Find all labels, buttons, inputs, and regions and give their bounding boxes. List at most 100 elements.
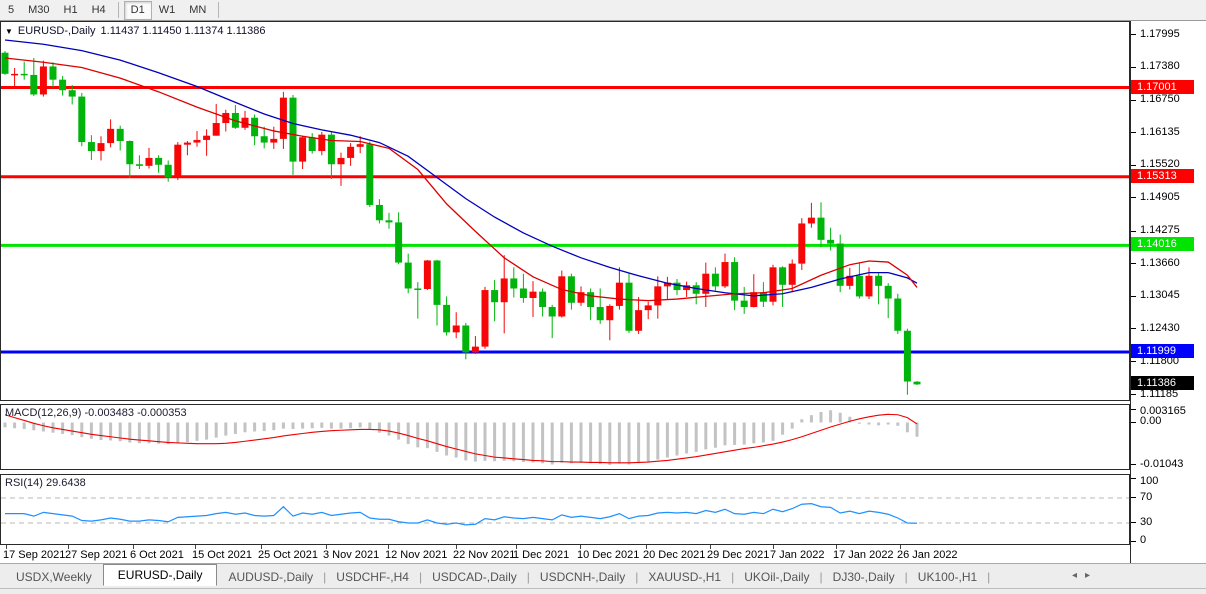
candle	[894, 293, 902, 334]
macd-tick-label: 0.003165	[1140, 405, 1186, 417]
candlestick-chart[interactable]	[1, 22, 1129, 400]
chart-tab-usdcnh-[interactable]: USDCNH-,Daily	[539, 570, 626, 584]
axis-separator	[1130, 21, 1131, 563]
candle	[481, 286, 489, 349]
candle	[347, 143, 355, 166]
candle	[635, 296, 643, 334]
macd-histogram-bar	[483, 422, 487, 461]
chart-tab-eurusd-[interactable]: EURUSD-,Daily	[102, 564, 218, 586]
macd-histogram-bar	[761, 422, 765, 443]
candle	[644, 301, 652, 320]
chart-tab-dj30-[interactable]: DJ30-,Daily	[832, 570, 895, 584]
chart-symbol-period: EURUSD-,Daily	[17, 25, 96, 37]
timeframe-button-w1[interactable]: W1	[158, 3, 176, 16]
candle	[385, 212, 393, 229]
candle-body	[260, 136, 268, 143]
macd-histogram-bar	[41, 422, 45, 432]
date-tick-mark	[195, 545, 196, 549]
candle	[558, 270, 566, 318]
macd-histogram-bar	[915, 422, 919, 437]
candle-body	[279, 97, 287, 139]
timeframe-button-mn[interactable]: MN	[189, 3, 207, 16]
candle-body	[145, 157, 153, 166]
candle-body	[404, 262, 412, 289]
macd-histogram-bar	[473, 422, 477, 462]
candle	[615, 267, 623, 310]
tab-scroll-left-icon[interactable]: ◂	[1072, 570, 1086, 581]
timeframe-button-h1[interactable]: H1	[63, 3, 78, 16]
date-label: 12 Nov 2021	[385, 549, 448, 561]
candle	[836, 234, 844, 293]
rsi-chart[interactable]	[1, 475, 1129, 544]
candle-body	[39, 66, 47, 95]
macd-histogram-bar	[521, 422, 525, 463]
chart-tab-audusd-[interactable]: AUDUSD-,Daily	[228, 570, 314, 584]
macd-histogram-bar	[80, 422, 84, 438]
candle	[548, 304, 556, 339]
price-tick-label: 1.16135	[1140, 125, 1180, 138]
chart-tab-usdx[interactable]: USDX,Weekly	[16, 570, 92, 584]
macd-histogram-bar	[617, 422, 621, 464]
candle-body	[615, 282, 623, 306]
macd-histogram-bar	[233, 422, 237, 434]
chart-tab-usdcad-[interactable]: USDCAD-,Daily	[432, 570, 517, 584]
candle-body	[846, 275, 854, 286]
candle	[625, 272, 633, 333]
candle	[49, 62, 57, 88]
macd-histogram-bar	[243, 422, 247, 433]
candle-body	[587, 292, 595, 307]
timeframe-button-d1[interactable]: D1	[123, 0, 152, 20]
tab-separator: |	[418, 570, 423, 584]
price-tick-label: 1.14905	[1140, 190, 1180, 203]
price-tick-label: 1.11185	[1140, 387, 1179, 400]
chart-tab-xauusd-[interactable]: XAUUSD-,H1	[648, 570, 722, 584]
macd-histogram-bar	[445, 422, 449, 456]
chart-tab-uk100-[interactable]: UK100-,H1	[917, 570, 978, 584]
tab-separator: |	[819, 570, 823, 584]
macd-histogram-bar	[800, 419, 804, 423]
candle	[155, 155, 163, 173]
macd-histogram-bar	[61, 422, 65, 434]
candle	[692, 282, 700, 305]
price-tick-mark	[1131, 99, 1136, 101]
candle-body	[1, 52, 9, 74]
candle-body	[87, 142, 95, 152]
macd-histogram-bar	[416, 422, 420, 448]
rsi-tick-mark	[1131, 478, 1136, 480]
macd-histogram-bar	[147, 422, 151, 444]
macd-histogram-bar	[22, 422, 26, 430]
macd-histogram-bar	[214, 422, 218, 438]
candle-body	[366, 144, 374, 205]
candle	[318, 132, 326, 156]
chart-tab-usdchf-[interactable]: USDCHF-,H4	[336, 570, 409, 584]
macd-panel[interactable]	[0, 404, 1130, 470]
date-tick-mark	[6, 545, 7, 549]
timeframe-button-5[interactable]: 5	[8, 3, 15, 16]
tab-scroll-arrows[interactable]: ◂▸	[1072, 570, 1098, 581]
macd-histogram-bar	[377, 422, 381, 433]
candle	[683, 281, 691, 297]
candle	[433, 259, 441, 326]
macd-name: MACD(12,26,9)	[5, 407, 82, 419]
rsi-tick-mark	[1131, 522, 1136, 523]
price-tick-mark	[1131, 34, 1136, 35]
macd-histogram-bar	[809, 415, 813, 423]
timeframe-button-h4[interactable]: H4	[91, 3, 106, 16]
chart-tab-ukoil-[interactable]: UKOil-,Daily	[744, 570, 810, 584]
price-chart-panel[interactable]	[0, 21, 1130, 401]
date-label: 20 Dec 2021	[643, 549, 706, 561]
macd-values: -0.003483 -0.000353	[84, 407, 187, 419]
tab-scroll-right-icon[interactable]: ▸	[1085, 570, 1099, 581]
candle-body	[836, 243, 844, 286]
macd-histogram-bar	[406, 422, 410, 445]
rsi-panel[interactable]	[0, 474, 1130, 545]
candle	[452, 312, 460, 339]
timeframe-button-m30[interactable]: M30	[28, 3, 50, 16]
candle-body	[395, 222, 403, 263]
tab-separator: |	[635, 570, 639, 584]
candle	[769, 264, 777, 306]
candle	[596, 288, 604, 324]
macd-histogram-bar	[713, 422, 717, 448]
macd-chart[interactable]	[1, 405, 1129, 469]
macd-histogram-bar	[185, 422, 189, 443]
